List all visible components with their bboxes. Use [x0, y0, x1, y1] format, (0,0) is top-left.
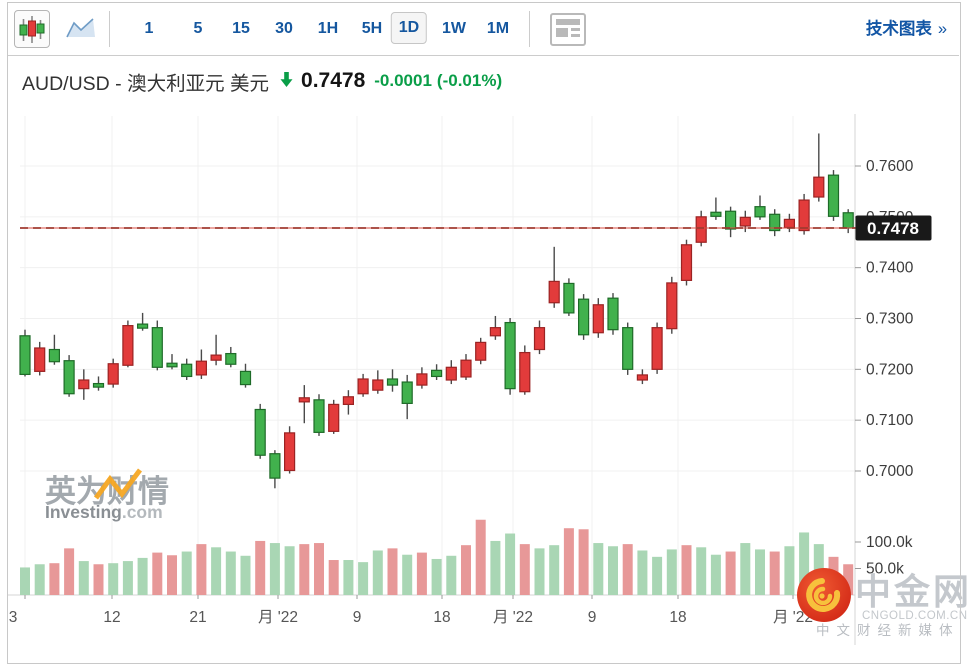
timeframe-5h[interactable]: 5H [361, 20, 383, 37]
time-axis: 3 12 21 月 '22 9 18 月 '22 9 18 月 '22 [9, 609, 813, 626]
svg-text:月 '22: 月 '22 [493, 609, 533, 626]
chart-toolbar: 1 5 15 30 1H 5H 1D 1W 1M 技术图表» [8, 3, 959, 56]
current-price-label: 0.7478 [855, 215, 932, 241]
newspaper-icon [556, 19, 580, 25]
toolbar-divider [109, 11, 110, 47]
svg-text:21: 21 [189, 609, 206, 626]
svg-text:CNGOLD.COM.CN: CNGOLD.COM.CN [862, 610, 968, 622]
svg-text:0.7200: 0.7200 [866, 361, 914, 378]
instrument-header: AUD/USD - 澳大利亚元 美元 0.7478 -0.0001 (-0.01… [8, 56, 959, 106]
svg-text:100.0k: 100.0k [866, 534, 913, 551]
line-chart-icon [66, 17, 95, 37]
line-chart-button[interactable] [63, 10, 99, 48]
timeframe-1w[interactable]: 1W [442, 20, 466, 37]
timeframe-5[interactable]: 5 [193, 20, 203, 37]
svg-text:0.7600: 0.7600 [866, 158, 914, 175]
svg-text:18: 18 [433, 609, 450, 626]
svg-text:月 '22: 月 '22 [258, 609, 298, 626]
svg-text:中文财经新媒体: 中文财经新媒体 [816, 623, 960, 638]
toolbar-divider [529, 11, 530, 47]
svg-text:月 '22: 月 '22 [773, 609, 813, 626]
chevron-right-icon: » [937, 20, 947, 38]
candlestick-chart[interactable]: 英为财情Investing.com0.76000.75000.74000.730… [0, 108, 968, 645]
volume-bars [20, 519, 854, 595]
timeframe-15[interactable]: 15 [232, 20, 250, 37]
timeframe-30[interactable]: 30 [275, 20, 293, 37]
price-change-percent: (-0.01%) [436, 71, 503, 90]
last-price: 0.7478 [301, 69, 366, 92]
svg-text:9: 9 [353, 609, 362, 626]
price-change: -0.0001 [374, 71, 432, 90]
candles [19, 133, 854, 489]
svg-text:18: 18 [669, 609, 686, 626]
svg-text:Investing.com: Investing.com [45, 502, 163, 522]
candlestick-chart-button[interactable] [14, 10, 50, 48]
grid [20, 116, 855, 595]
svg-text:9: 9 [588, 609, 597, 626]
svg-text:0.7400: 0.7400 [866, 260, 914, 277]
svg-text:中金网: 中金网 [855, 571, 968, 612]
pair-title: AUD/USD - 澳大利亚元 美元 [22, 72, 270, 95]
down-arrow-icon [279, 71, 294, 93]
news-panel-button[interactable] [550, 13, 586, 46]
svg-text:3: 3 [9, 609, 18, 626]
timeframe-1d[interactable]: 1D [390, 12, 428, 44]
svg-text:0.7300: 0.7300 [866, 311, 914, 328]
tech-chart-link[interactable]: 技术图表» [865, 20, 947, 38]
timeframe-1[interactable]: 1 [144, 20, 154, 37]
svg-text:0.7478: 0.7478 [867, 219, 919, 238]
timeframe-1m[interactable]: 1M [486, 20, 510, 37]
timeframe-1h[interactable]: 1H [317, 20, 339, 37]
candlestick-icon [19, 16, 45, 43]
svg-text:0.7100: 0.7100 [866, 412, 914, 429]
svg-text:50.0k: 50.0k [866, 561, 904, 578]
svg-text:0.7000: 0.7000 [866, 463, 914, 480]
svg-text:12: 12 [103, 609, 120, 626]
